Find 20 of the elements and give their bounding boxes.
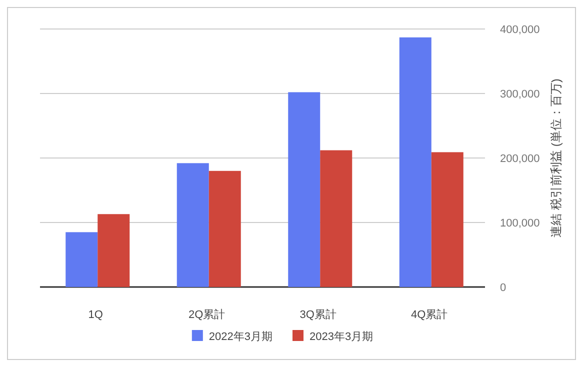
bar: [208, 170, 241, 287]
bar: [399, 37, 432, 287]
legend-label: 2022年3月期: [208, 331, 272, 343]
x-tick-label: 1Q: [88, 309, 104, 321]
y-axis-title: 連結 税引前利益 (単位：百万): [549, 78, 563, 238]
y-tick-label: 200,000: [500, 153, 540, 165]
bar: [288, 92, 320, 287]
y-tick-label: 300,000: [500, 88, 540, 100]
y-tick-label: 100,000: [500, 218, 540, 230]
bar: [66, 232, 98, 287]
y-tick-label: 400,000: [500, 24, 540, 36]
bar: [98, 214, 130, 287]
x-tick-label: 4Q累計: [411, 308, 448, 321]
bar: [320, 150, 352, 287]
bar: [431, 152, 464, 287]
x-tick-label: 3Q累計: [300, 308, 336, 321]
bar: [176, 163, 209, 287]
y-tick-label: 0: [500, 282, 506, 294]
legend-label: 2023年3月期: [310, 331, 374, 343]
x-tick-label: 2Q累計: [188, 308, 226, 321]
